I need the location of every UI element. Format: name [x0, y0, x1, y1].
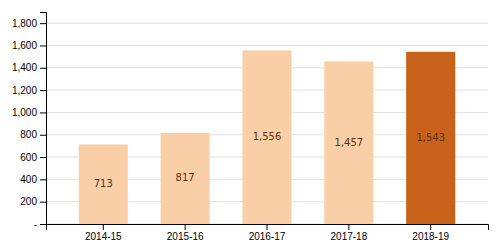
y-tick-label: 1,800	[12, 18, 37, 29]
y-tick-label: 1,600	[12, 40, 37, 51]
y-tick: 800	[20, 129, 46, 140]
bar	[161, 133, 210, 224]
bar	[406, 52, 455, 224]
y-tick-label: 200	[20, 196, 37, 207]
x-tick-label: 2015-16	[167, 231, 204, 242]
x-tick: 2015-16	[167, 224, 204, 242]
y-tick-label: -	[34, 219, 37, 230]
data-label: 1,556	[253, 131, 282, 142]
x-tick-label: 2014-15	[85, 231, 122, 242]
bar	[242, 50, 291, 224]
x-tick-label: 2016-17	[249, 231, 286, 242]
y-tick: 1,200	[12, 85, 46, 96]
y-tick-mark	[40, 45, 46, 46]
grid-line	[46, 45, 488, 46]
y-tick-label: 400	[20, 174, 37, 185]
y-tick-mark	[40, 224, 46, 225]
grid	[46, 23, 488, 224]
y-tick: -	[34, 219, 46, 230]
chart: - 200 400 600 800 1,000 1,200 1,400 1,600 1,800 20…	[0, 0, 500, 250]
y-axis: - 200 400 600 800 1,000 1,200 1,400 1,600 1,800	[12, 13, 47, 230]
x-tick-mark	[185, 224, 186, 230]
x-axis-line	[47, 225, 489, 231]
y-tick-mark	[40, 135, 46, 136]
plot: - 200 400 600 800 1,000 1,200 1,400 1,600 1,800 20…	[12, 13, 489, 243]
x-tick: 2017-18	[331, 224, 368, 242]
bars	[79, 50, 456, 224]
y-tick-mark	[40, 68, 46, 69]
x-tick-label: 2018-19	[412, 231, 449, 242]
x-tick-label: 2017-18	[331, 231, 368, 242]
x-tick-mark	[348, 224, 349, 230]
x-tick-mark	[267, 224, 268, 230]
y-tick: 1,600	[12, 40, 46, 51]
y-tick-label: 1,000	[12, 107, 37, 118]
y-tick-mark	[40, 179, 46, 180]
y-tick-label: 800	[20, 129, 37, 140]
y-tick-mark	[40, 157, 46, 158]
y-tick-mark	[40, 90, 46, 91]
y-tick-mark	[40, 23, 46, 24]
y-tick-label: 1,400	[12, 62, 37, 73]
bar	[324, 61, 373, 224]
y-tick: 1,800	[12, 18, 46, 29]
y-tick-mark	[40, 112, 46, 113]
grid-line	[46, 23, 488, 24]
bar	[79, 144, 128, 224]
x-tick-mark	[103, 224, 104, 230]
y-tick: 600	[20, 152, 46, 163]
y-tick: 1,400	[12, 62, 46, 73]
y-axis-line	[40, 13, 47, 225]
y-tick: 1,000	[12, 107, 46, 118]
data-label: 817	[176, 172, 195, 183]
x-tick: 2014-15	[85, 224, 122, 242]
x-tick: 2016-17	[249, 224, 286, 242]
data-labels: 713 817 1,556 1,457 1,543	[94, 131, 445, 189]
y-tick: 200	[20, 196, 46, 207]
data-label: 1,543	[416, 132, 445, 143]
y-tick-mark	[40, 202, 46, 203]
data-label: 1,457	[335, 137, 364, 148]
y-tick-label: 600	[20, 152, 37, 163]
y-tick: 400	[20, 174, 46, 185]
x-axis: 2014-15 2015-16 2016-17 2017-18 2018-19	[47, 224, 489, 242]
x-tick: 2018-19	[412, 224, 449, 242]
y-tick-label: 1,200	[12, 85, 37, 96]
data-label: 713	[94, 178, 113, 189]
x-tick-mark	[430, 224, 431, 230]
